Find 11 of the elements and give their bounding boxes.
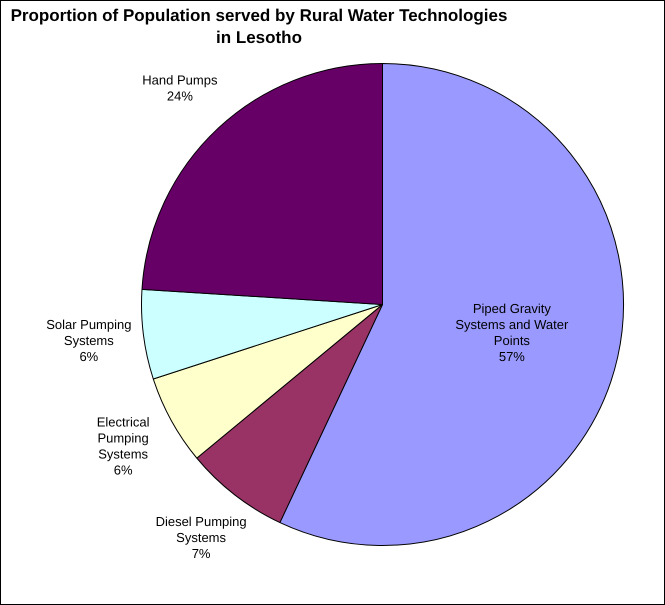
slice-label: Electrical Pumping Systems	[96, 414, 150, 462]
slice-label: Hand Pumps	[142, 72, 218, 88]
slice-label: Piped Gravity Systems and Water Points	[455, 300, 569, 348]
data-label: 7%	[192, 546, 211, 561]
data-label: 6%	[79, 349, 99, 364]
slice-label: Diesel Pumping Systems	[156, 514, 247, 545]
slice-label: Solar Pumping Systems	[46, 317, 132, 348]
chart-title: Proportion of Population served by Rural Water Technologies in Lesotho	[10, 5, 508, 49]
data-label: 6%	[114, 462, 133, 478]
data-label: 24%	[166, 88, 194, 104]
data-label: 57%	[498, 348, 526, 364]
